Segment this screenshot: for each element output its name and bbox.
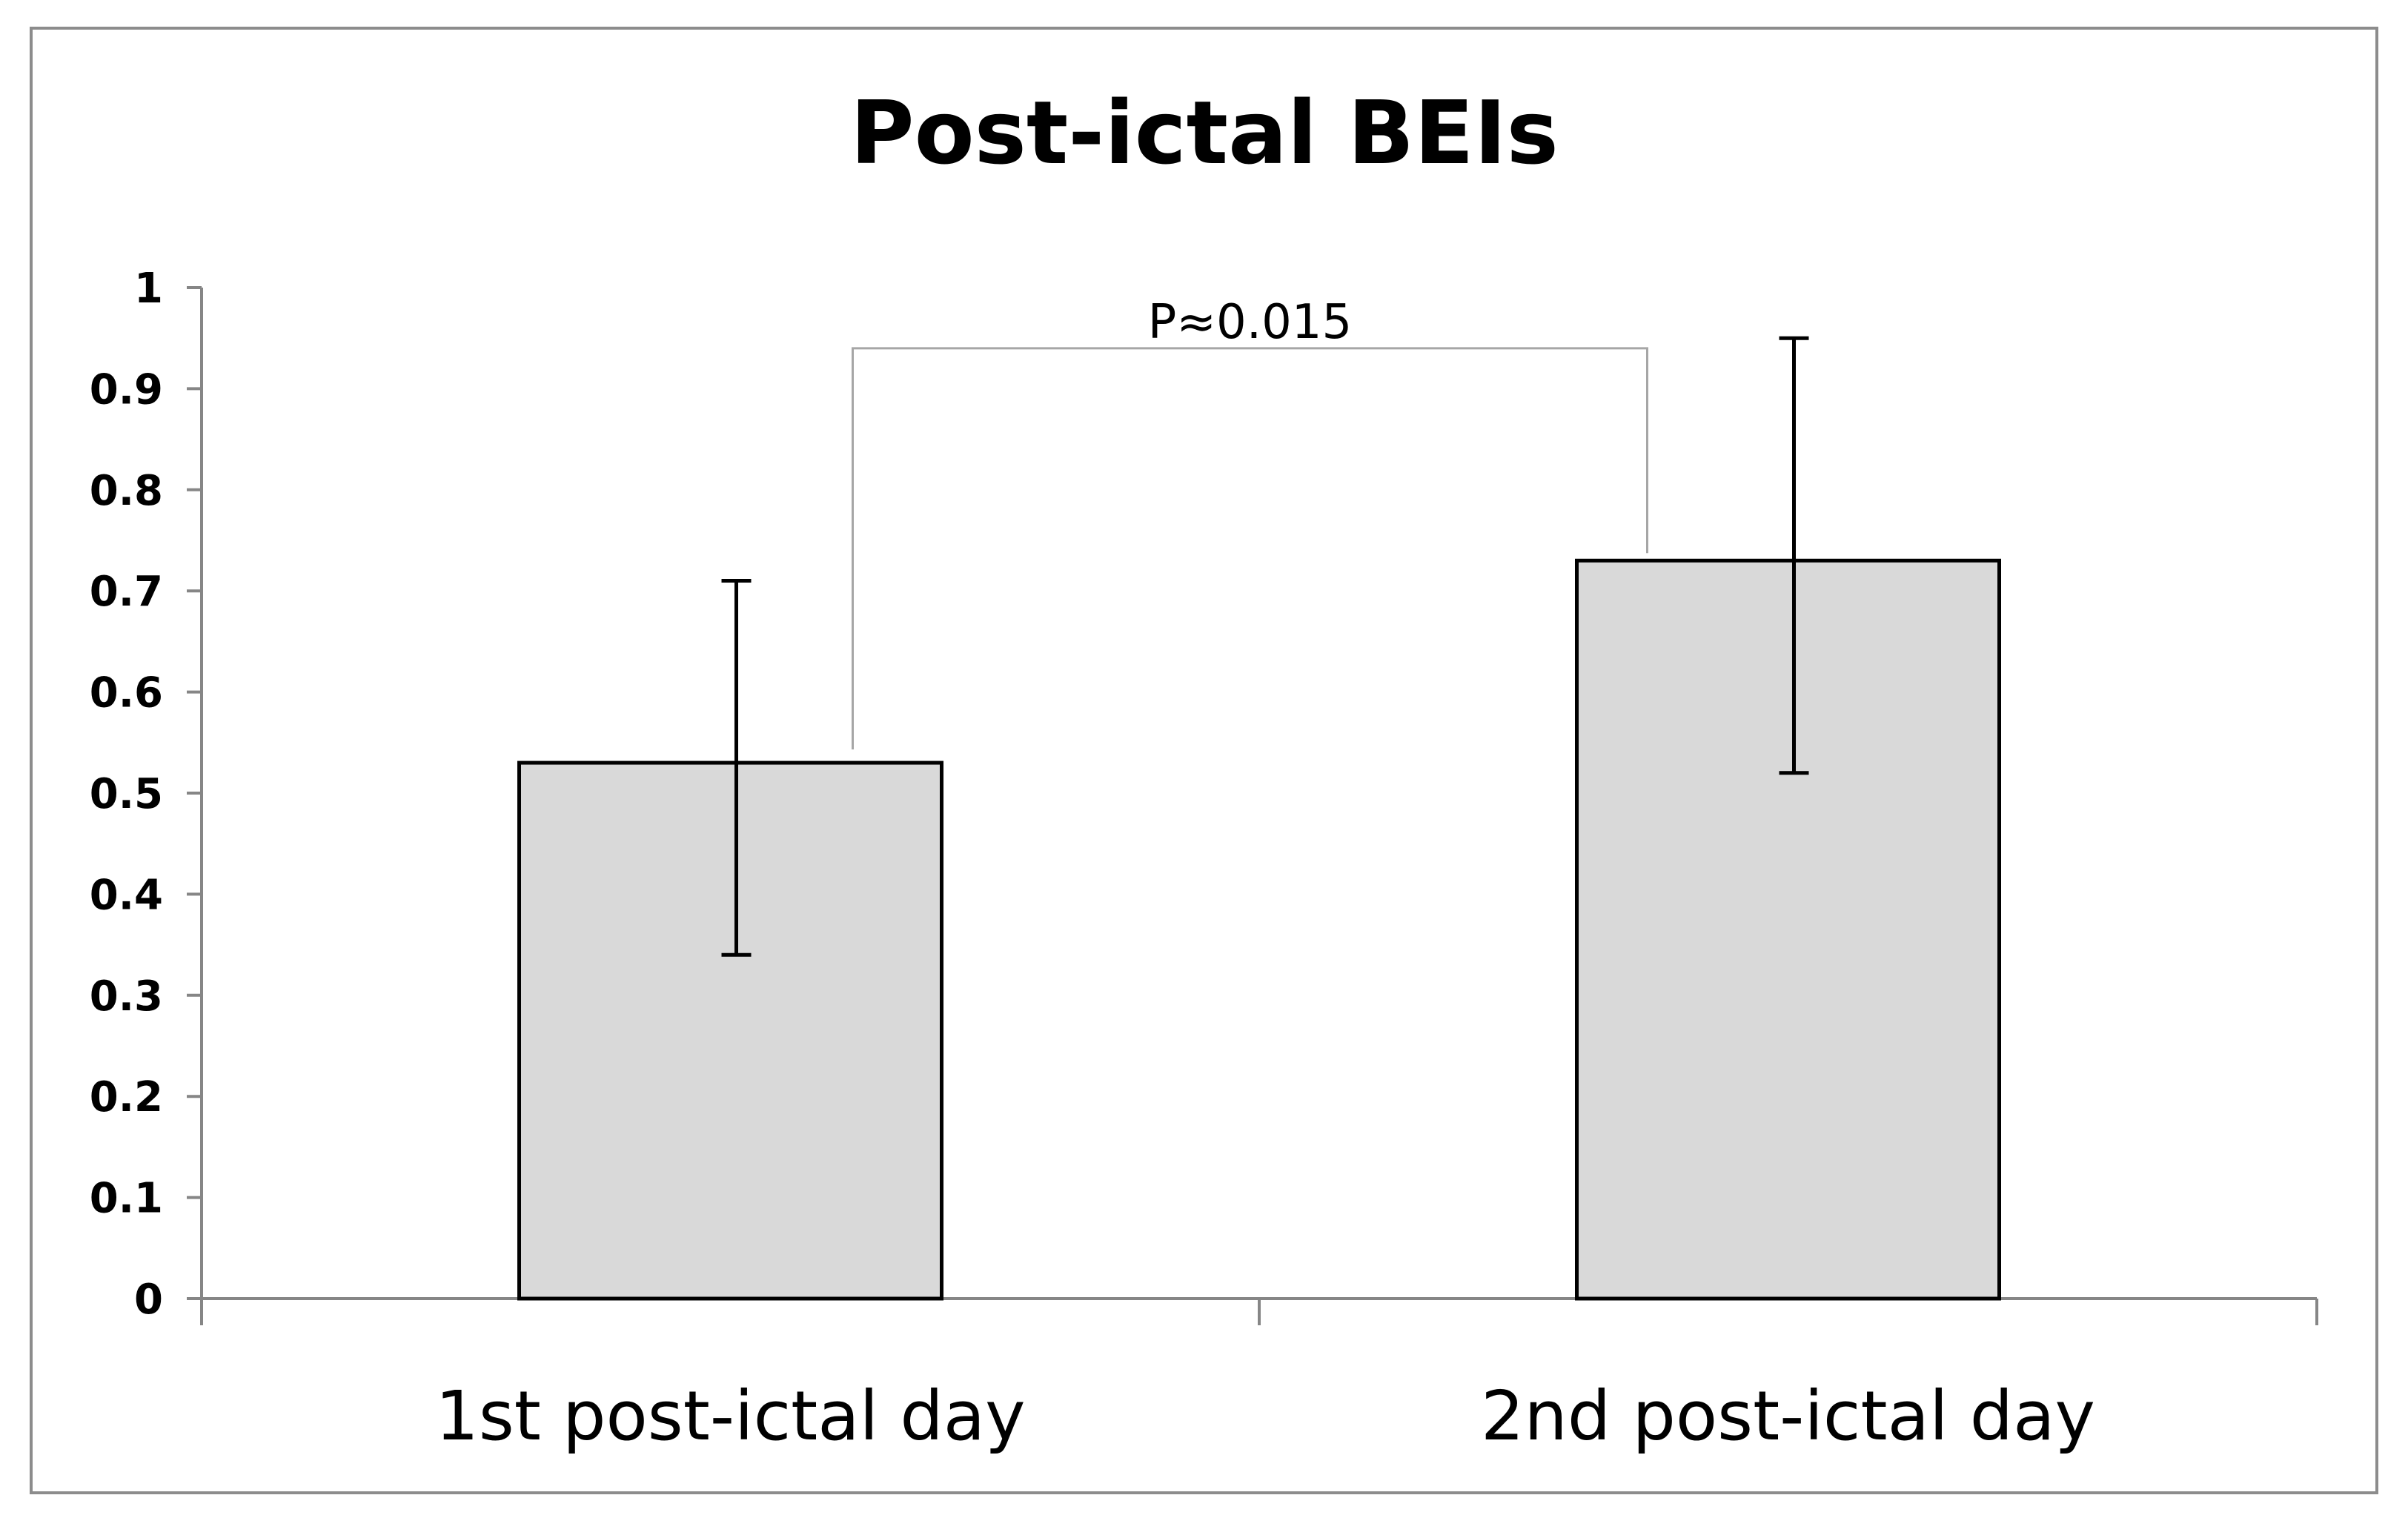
y-tick-label: 0.3 [90, 972, 163, 1021]
y-tick-label: 0.8 [90, 467, 163, 515]
y-tick-label: 0.1 [90, 1175, 163, 1223]
y-tick-label: 0.9 [90, 365, 163, 414]
x-category-label: 2nd post-ictal day [1481, 1376, 2095, 1456]
bar-1 [517, 760, 943, 1301]
p-value-label: P≈0.015 [1148, 295, 1352, 350]
x-axis [200, 1297, 2318, 1325]
chart-plot: Post-ictal BEIs 0 0.1 0.2 0.3 0.4 0.5 0.6 0.7 0.… [90, 82, 2318, 1456]
bar-2 [1575, 558, 2001, 1301]
chart-frame: Post-ictal BEIs 0 0.1 0.2 0.3 0.4 0.5 0.6 0.7 0.… [30, 27, 2378, 1494]
error-bars [721, 336, 1809, 957]
bars [517, 558, 2001, 1301]
x-category-label: 1st post-ictal day [435, 1376, 1025, 1456]
y-tick-label: 0 [134, 1276, 163, 1324]
y-tick-label: 0.2 [90, 1073, 163, 1121]
category-labels: 1st post-ictal day 2nd post-ictal day [435, 1376, 2095, 1456]
y-tick-label: 0.6 [90, 669, 163, 717]
y-tick-label: 1 [134, 265, 163, 313]
y-tick-label: 0.7 [90, 568, 163, 616]
significance-annotation: P≈0.015 [852, 295, 1648, 750]
y-tick-label: 0.4 [90, 871, 163, 919]
y-axis: 0 0.1 0.2 0.3 0.4 0.5 0.6 0.7 0.8 0.9 1 [90, 265, 203, 1324]
y-tick-label: 0.5 [90, 770, 163, 818]
significance-bracket [852, 347, 1648, 750]
chart-title: Post-ictal BEIs [850, 82, 1559, 184]
